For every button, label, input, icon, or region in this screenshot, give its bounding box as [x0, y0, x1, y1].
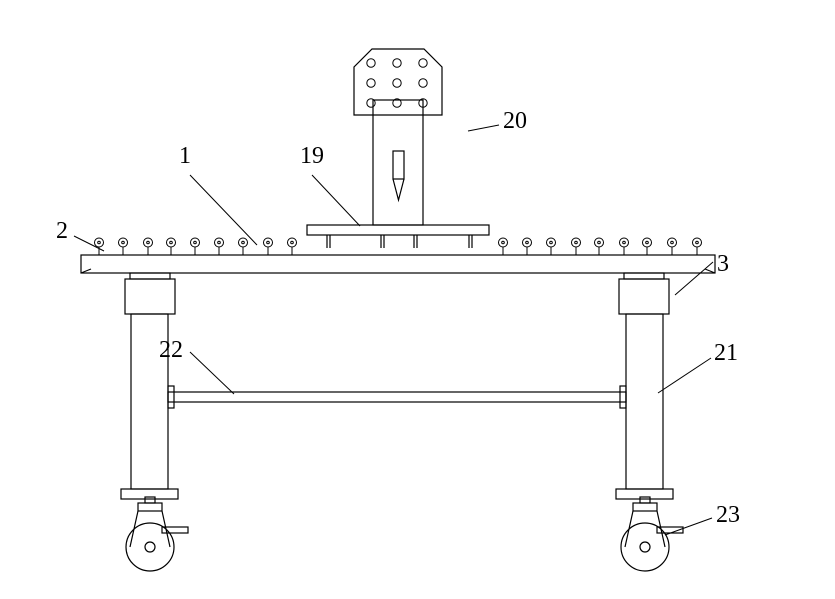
callout-label-1: 1	[179, 143, 191, 169]
machine-head	[354, 49, 442, 225]
callout-label-20: 20	[503, 108, 527, 134]
leader-3	[675, 262, 713, 295]
ball-row-right	[499, 238, 702, 255]
callout-label-22: 22	[159, 337, 183, 363]
platform	[307, 225, 489, 235]
callout-label-23: 23	[716, 502, 740, 528]
leader-21	[658, 358, 711, 393]
leader-1	[190, 175, 257, 245]
shock-block-right	[619, 273, 669, 314]
ball-row-left	[95, 238, 297, 255]
table-top	[81, 255, 715, 273]
callout-label-21: 21	[714, 340, 738, 366]
callout-label-2: 2	[56, 218, 68, 244]
cross-bar	[168, 386, 626, 408]
leader-22	[190, 352, 234, 394]
leader-20	[468, 125, 499, 131]
shock-block-left	[125, 273, 175, 314]
caster-left	[126, 497, 188, 571]
callout-label-19: 19	[300, 143, 324, 169]
caster-right	[621, 497, 683, 571]
leg-right	[616, 314, 673, 499]
leader-19	[312, 175, 360, 226]
callout-label-3: 3	[717, 251, 729, 277]
